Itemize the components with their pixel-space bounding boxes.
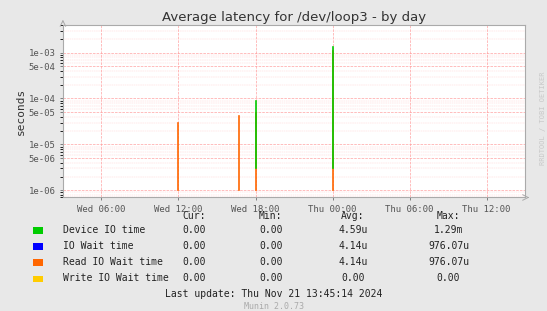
Text: 0.00: 0.00 [183,273,206,283]
Text: 4.59u: 4.59u [338,225,368,234]
Text: 0.00: 0.00 [259,257,282,267]
Text: 0.00: 0.00 [183,257,206,267]
Text: 4.14u: 4.14u [338,257,368,267]
Text: Avg:: Avg: [341,211,364,221]
Text: Read IO Wait time: Read IO Wait time [63,257,163,267]
Text: Max:: Max: [437,211,460,221]
Text: 4.14u: 4.14u [338,241,368,251]
Title: Average latency for /dev/loop3 - by day: Average latency for /dev/loop3 - by day [162,11,426,24]
Text: Munin 2.0.73: Munin 2.0.73 [243,302,304,311]
Text: Write IO Wait time: Write IO Wait time [63,273,168,283]
Text: 976.07u: 976.07u [428,241,469,251]
Text: IO Wait time: IO Wait time [63,241,133,251]
Text: Last update: Thu Nov 21 13:45:14 2024: Last update: Thu Nov 21 13:45:14 2024 [165,289,382,299]
Text: 0.00: 0.00 [341,273,364,283]
Text: 0.00: 0.00 [259,273,282,283]
Text: 0.00: 0.00 [259,225,282,234]
Text: Min:: Min: [259,211,282,221]
Text: 0.00: 0.00 [183,225,206,234]
Text: 0.00: 0.00 [183,241,206,251]
Text: Device IO time: Device IO time [63,225,145,234]
Text: 0.00: 0.00 [437,273,460,283]
Text: 1.29m: 1.29m [434,225,463,234]
Text: Cur:: Cur: [183,211,206,221]
Text: 976.07u: 976.07u [428,257,469,267]
Y-axis label: seconds: seconds [16,88,26,135]
Text: 0.00: 0.00 [259,241,282,251]
Text: RRDTOOL / TOBI OETIKER: RRDTOOL / TOBI OETIKER [540,72,546,165]
